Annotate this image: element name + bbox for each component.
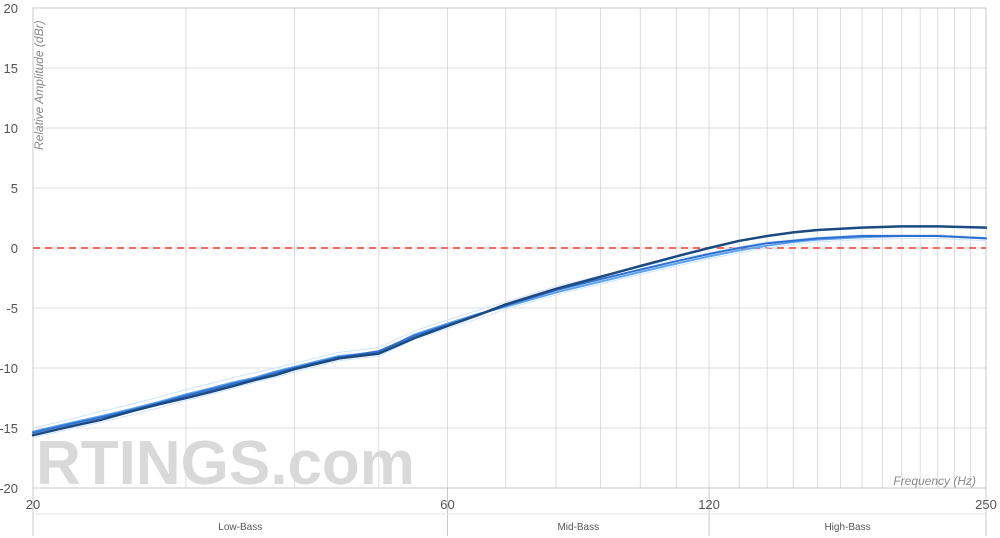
rtings-watermark: RTINGS.com [36, 429, 415, 498]
series-line [32, 234, 987, 429]
y-tick-label: -5 [6, 301, 18, 316]
series-lines [31, 225, 988, 439]
y-tick-label: 15 [4, 61, 18, 76]
y-tick-label: -20 [0, 481, 18, 496]
x-tick-labels: 20 60 120 250 [26, 497, 997, 512]
y-tick-label: -10 [0, 361, 18, 376]
x-tick-label: 20 [26, 497, 40, 512]
x-axis-title: Frequency (Hz) [893, 474, 976, 488]
x-tick-label: 250 [975, 497, 997, 512]
series-line [31, 225, 988, 437]
y-tick-label: 5 [11, 181, 18, 196]
y-tick-label: -15 [0, 421, 18, 436]
x-tick-label: 60 [440, 497, 454, 512]
band-label: Low-Bass [218, 522, 262, 533]
y-tick-label: 20 [4, 1, 18, 16]
band-label: Mid-Bass [557, 522, 599, 533]
y-axis-title: Relative Amplitude (dBr) [32, 20, 46, 150]
series-line [32, 235, 987, 433]
series-line [32, 237, 987, 439]
y-tick-label: 0 [11, 241, 18, 256]
y-tick-label: 10 [4, 121, 18, 136]
band-labels: Low-Bass Mid-Bass High-Bass [218, 522, 870, 533]
band-dividers [32, 488, 987, 536]
x-tick-label: 120 [698, 497, 720, 512]
band-label: High-Bass [824, 522, 870, 533]
y-tick-labels: 20 15 10 5 0 -5 -10 -15 -20 [0, 1, 18, 496]
